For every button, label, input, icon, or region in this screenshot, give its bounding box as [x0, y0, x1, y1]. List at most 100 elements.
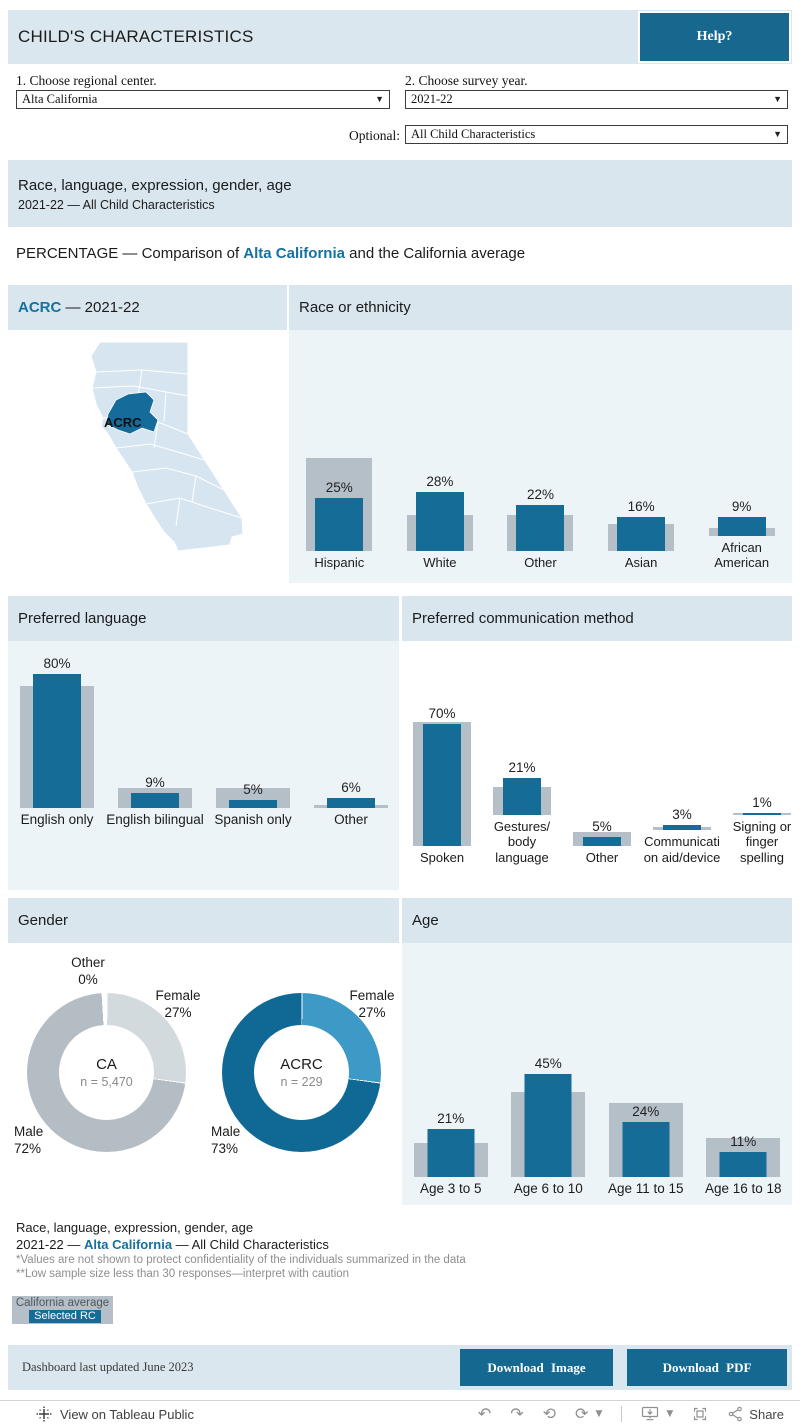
bar-group[interactable]: 28% White — [390, 441, 491, 570]
bar-value-label: 5% — [243, 781, 263, 797]
download-menu-caret-icon[interactable]: ▼ — [666, 1409, 674, 1419]
donut-center: ACRC n = 229 — [254, 1025, 349, 1120]
revert-icon[interactable]: ⟲ — [542, 1404, 557, 1423]
bar-value-label: 9% — [731, 498, 752, 514]
acrc-region-shape[interactable] — [105, 391, 159, 435]
bar-group[interactable]: 9% African American — [691, 426, 792, 571]
view-on-tableau-public[interactable]: View on Tableau Public — [36, 1406, 194, 1422]
selected-rc-bar[interactable] — [617, 517, 666, 552]
footnote-sample-size: **Low sample size less than 30 responses… — [16, 1268, 350, 1280]
footer-subtitle: 2021-22 — Alta California — All Child Ch… — [16, 1237, 329, 1252]
bar-value-label: 9% — [145, 774, 165, 790]
redo-icon[interactable]: ↷ — [510, 1404, 524, 1423]
category-label: English bilingual — [106, 812, 204, 827]
characteristics-select[interactable]: All Child Characteristics ▼ — [405, 125, 788, 144]
legend-california-average[interactable]: California average — [15, 1297, 110, 1309]
selected-rc-bar[interactable] — [315, 498, 364, 552]
gender-panel-header: Gender — [8, 898, 399, 943]
bar-group[interactable]: 6% Other — [302, 668, 400, 828]
regional-center-select[interactable]: Alta California ▼ — [16, 90, 390, 109]
refresh-icon[interactable]: ⟳ — [575, 1404, 589, 1423]
dashboard-header: CHILD'S CHARACTERISTICS Help? — [8, 10, 792, 64]
selected-rc-bar[interactable] — [583, 836, 621, 846]
california-map: ACRC — [90, 341, 244, 552]
selected-rc-bar[interactable] — [663, 825, 701, 831]
bar-value-label: 1% — [752, 795, 772, 811]
category-label: Age 16 to 18 — [704, 1181, 782, 1196]
help-button[interactable]: Help? — [638, 11, 791, 63]
selected-rc-bar[interactable] — [423, 723, 461, 846]
bar-group[interactable]: 16% Asian — [591, 441, 692, 570]
chart-legend: California average Selected RC — [12, 1296, 113, 1324]
download-image-button[interactable]: Download Image — [460, 1349, 613, 1386]
bar-group[interactable]: 21% Age 3 to 5 — [402, 1067, 500, 1197]
chevron-down-icon: ▼ — [773, 94, 782, 104]
gender-ca-donut-chart[interactable]: CA n = 5,470 — [27, 993, 186, 1152]
bar-group[interactable]: 22% Other — [490, 441, 591, 570]
footer-title: Race, language, expression, gender, age — [16, 1220, 254, 1235]
share-button[interactable]: Share — [727, 1406, 784, 1422]
bar-group[interactable]: 3% Communication aid/device — [642, 702, 722, 865]
bar-group[interactable]: 9% English bilingual — [106, 668, 204, 828]
fullscreen-icon[interactable] — [692, 1406, 708, 1422]
bar-group[interactable]: 1% Signing or finger spelling — [722, 687, 800, 865]
bar-value-label: 3% — [672, 807, 692, 823]
communication-method-chart: 70% Spoken 21% Gestures/ body language 5% Oth… — [402, 687, 792, 865]
toolbar-divider — [621, 1406, 623, 1422]
selected-rc-bar[interactable] — [524, 1073, 572, 1177]
footer-caption: Race, language, expression, gender, age … — [16, 1220, 466, 1280]
bar-group[interactable]: 70% Spoken — [402, 706, 482, 865]
category-label: Age 6 to 10 — [513, 1181, 583, 1196]
optional-label: Optional: — [349, 128, 400, 143]
bar-value-label: 24% — [632, 1103, 660, 1119]
bar-group[interactable]: 24% Age 11 to 15 — [597, 1067, 695, 1197]
download-icon[interactable] — [641, 1406, 659, 1422]
selected-rc-bar[interactable] — [719, 1151, 767, 1177]
donut-sample-size: n = 5,470 — [80, 1075, 133, 1089]
refresh-menu-caret-icon[interactable]: ▼ — [595, 1409, 603, 1419]
legend-selected-rc[interactable]: Selected RC — [29, 1310, 101, 1323]
donut-center-name: CA — [96, 1056, 117, 1073]
tableau-toolbar: View on Tableau Public ↶ ↷ ⟲ ⟳ ▼ ▼ — [0, 1400, 800, 1427]
bar-value-label: 70% — [428, 705, 456, 721]
download-pdf-button[interactable]: Download PDF — [627, 1349, 787, 1386]
selected-rc-bar[interactable] — [503, 778, 541, 815]
survey-year-select[interactable]: 2021-22 ▼ — [405, 90, 788, 109]
donut-sample-size: n = 229 — [280, 1075, 323, 1089]
donut-slice-label: Other 0% — [71, 955, 105, 987]
undo-icon[interactable]: ↶ — [477, 1404, 492, 1423]
gender-acrc-donut-chart[interactable]: ACRC n = 229 — [222, 993, 381, 1152]
bar-group[interactable]: 45% Age 6 to 10 — [500, 1056, 598, 1197]
selected-rc-bar[interactable] — [516, 504, 565, 552]
bar-value-label: 28% — [426, 473, 454, 489]
selected-rc-bar[interactable] — [131, 792, 179, 808]
selected-rc-bar[interactable] — [622, 1121, 670, 1177]
selected-rc-bar[interactable] — [743, 813, 781, 815]
category-label: White — [423, 555, 457, 571]
regional-center-value: Alta California — [22, 92, 98, 106]
selected-rc-bar[interactable] — [427, 1128, 475, 1177]
bar-group[interactable]: 5% Other — [562, 718, 642, 865]
banner-subtitle: 2021-22 — All Child Characteristics — [18, 198, 215, 212]
category-label: Communication aid/device — [643, 834, 721, 865]
selected-rc-bar[interactable] — [33, 674, 81, 808]
selected-rc-bar[interactable] — [415, 491, 464, 552]
bar-group[interactable]: 21% Gestures/ body language — [482, 687, 562, 865]
bar-group[interactable]: 25% Hispanic — [289, 441, 390, 570]
selected-rc-bar[interactable] — [717, 516, 766, 536]
bar-value-label: 25% — [325, 480, 353, 496]
share-icon — [728, 1406, 743, 1422]
category-label: Signing or finger spelling — [732, 819, 792, 865]
bottom-bar: Dashboard last updated June 2023 Downloa… — [8, 1345, 792, 1390]
bar-value-label: 21% — [437, 1110, 465, 1126]
bar-value-label: 80% — [43, 656, 71, 671]
acrc-region-label: ACRC — [104, 415, 142, 430]
map-panel-header: ACRC — 2021-22 — [8, 285, 287, 330]
selected-rc-bar[interactable] — [327, 797, 375, 808]
bar-group[interactable]: 80% English only — [8, 656, 106, 828]
page-title: CHILD'S CHARACTERISTICS — [18, 27, 254, 46]
view-on-tableau-label: View on Tableau Public — [60, 1406, 194, 1422]
bar-group[interactable]: 11% Age 16 to 18 — [695, 1067, 793, 1197]
bar-group[interactable]: 5% Spanish only — [204, 668, 302, 828]
selected-rc-bar[interactable] — [229, 799, 277, 808]
